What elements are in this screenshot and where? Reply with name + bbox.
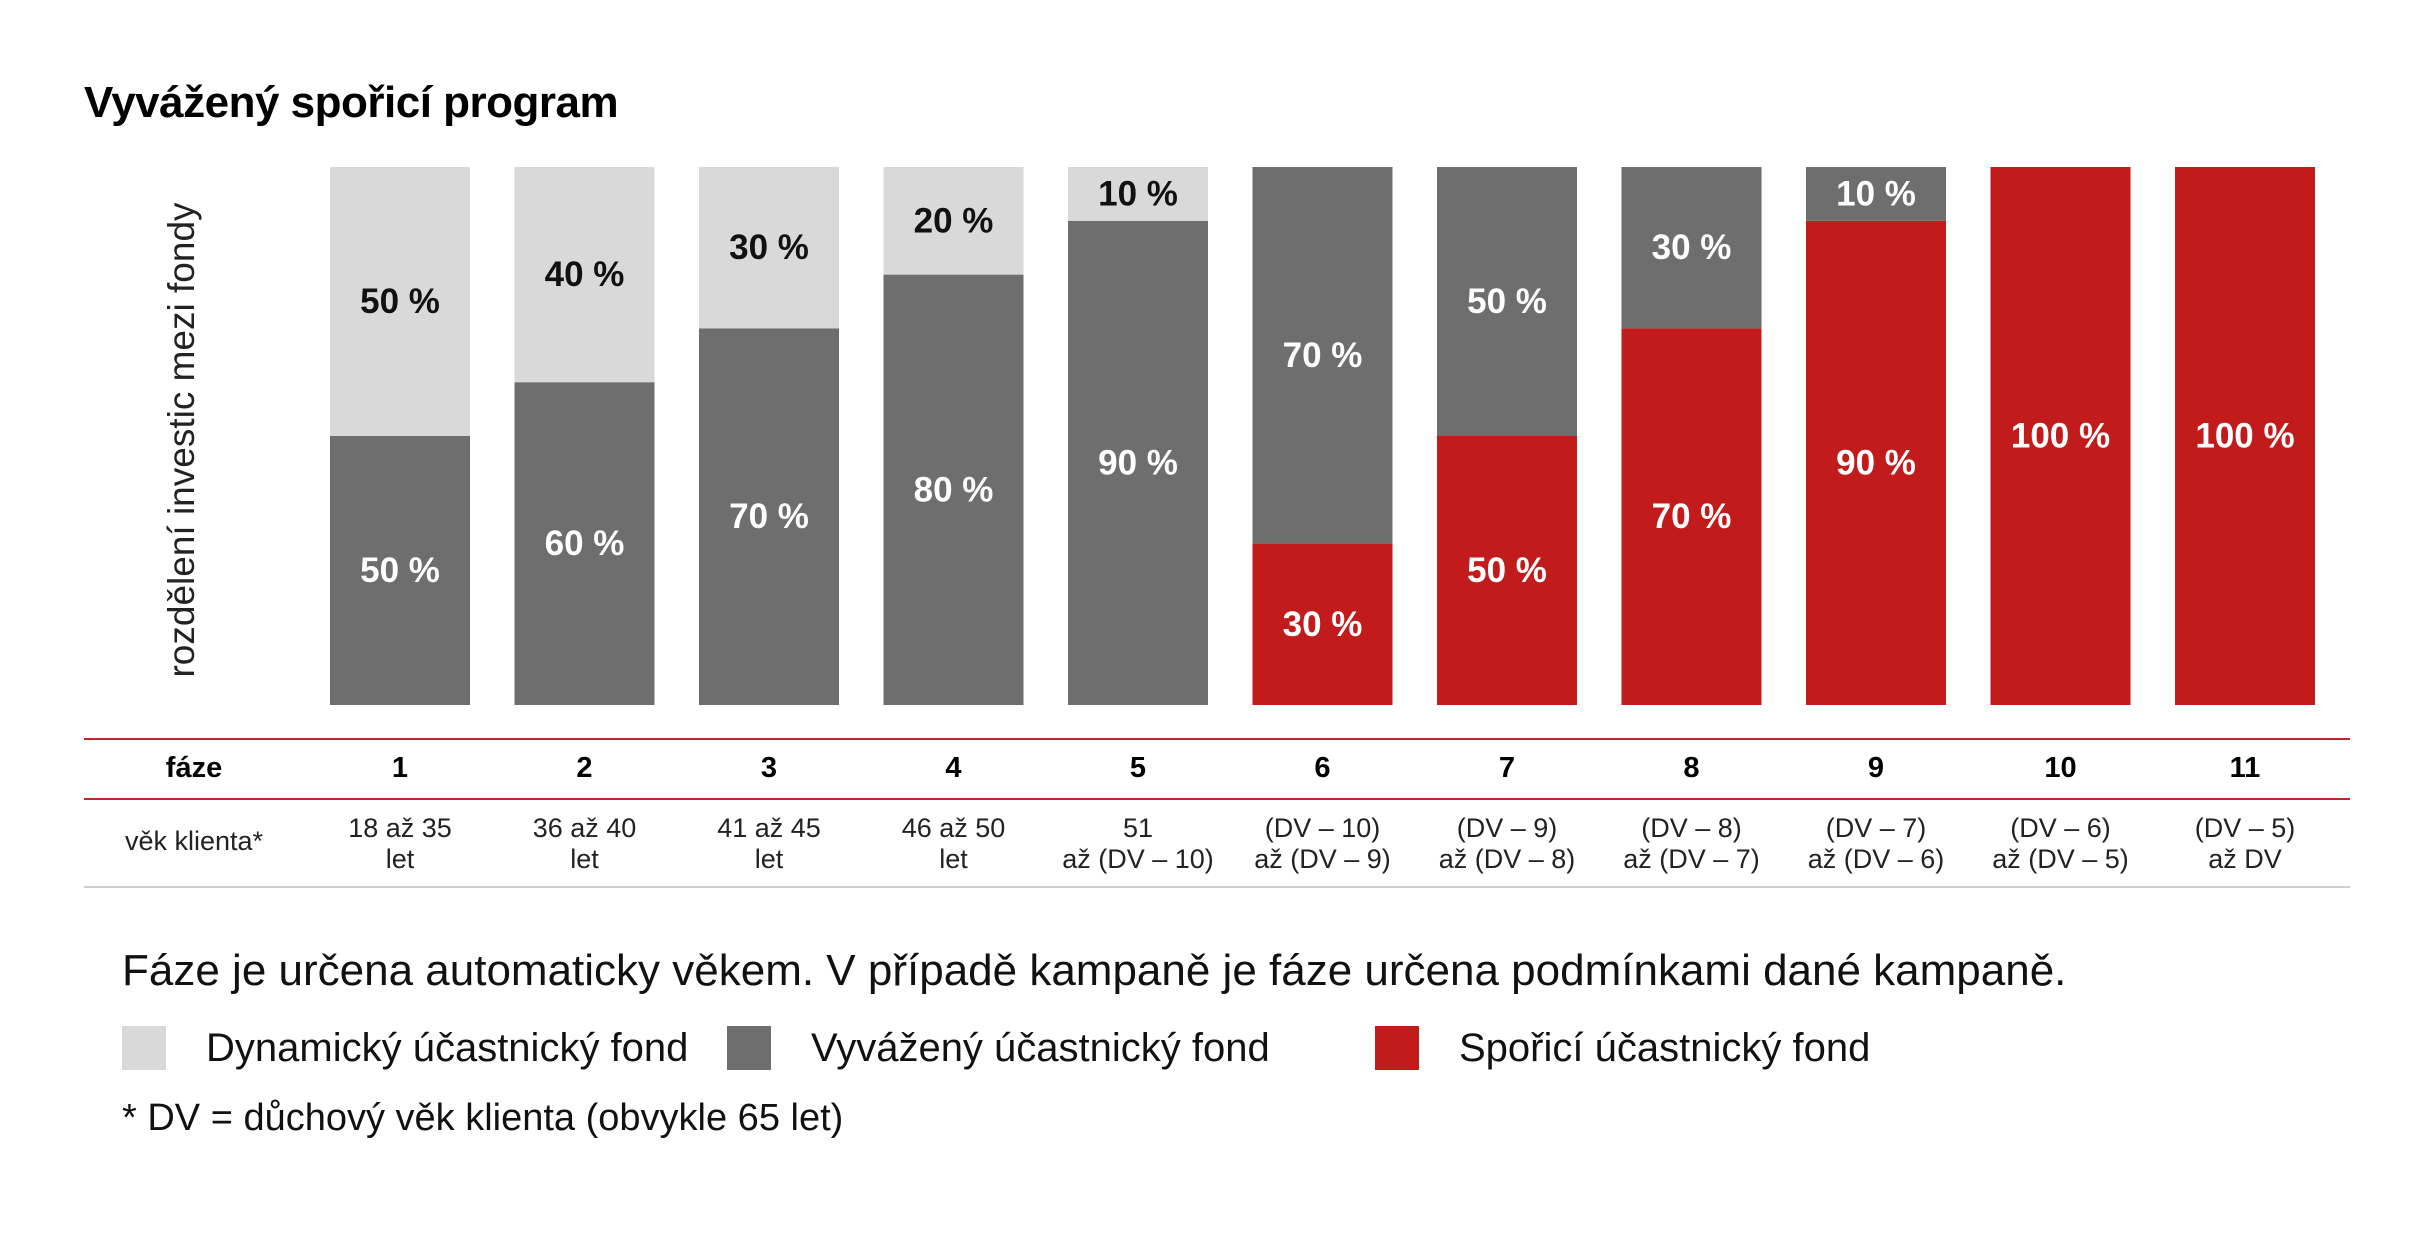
client-age-range: 36 až 40 let xyxy=(532,813,637,874)
bar-segment-saving-phase-7 xyxy=(1437,436,1577,705)
table-middle-rule xyxy=(84,798,2350,800)
legend-label-dynamic: Dynamický účastnický fond xyxy=(206,1025,689,1070)
data-label-balanced-phase-5: 90 % xyxy=(1098,443,1178,482)
bar-segment-balanced-phase-6 xyxy=(1252,167,1393,544)
data-label-balanced-phase-8: 30 % xyxy=(1652,228,1732,267)
bar-segment-balanced-phase-3 xyxy=(699,328,839,705)
client-age-range: 46 až 50 let xyxy=(901,813,1006,874)
data-label-balanced-phase-2: 60 % xyxy=(545,524,625,563)
data-label-saving-phase-10: 100 % xyxy=(2011,417,2110,456)
phase-number: 11 xyxy=(2229,752,2261,784)
bar-segment-dynamic-phase-3 xyxy=(699,167,839,329)
data-label-saving-phase-8: 70 % xyxy=(1652,497,1732,536)
phase-number: 5 xyxy=(1129,752,1147,784)
phase-number: 10 xyxy=(2044,752,2077,784)
bar-segment-dynamic-phase-1 xyxy=(330,167,470,436)
data-label-balanced-phase-1: 50 % xyxy=(360,551,440,590)
client-age-range: 41 až 45 let xyxy=(717,813,821,874)
footnote: * DV = důchový věk klienta (obvykle 65 l… xyxy=(122,1097,844,1139)
legend-item-balanced: Vyvážený účastnický fond xyxy=(727,1026,1270,1070)
client-age-range: (DV – 7) až (DV – 6) xyxy=(1807,813,1945,874)
phase-header: fáze xyxy=(165,752,223,784)
phase-number: 8 xyxy=(1683,752,1700,784)
data-label-dynamic-phase-3: 30 % xyxy=(729,228,809,267)
bar-segment-balanced-phase-1 xyxy=(330,436,470,705)
client-age-range: (DV – 8) až (DV – 7) xyxy=(1623,813,1760,874)
data-label-saving-phase-9: 90 % xyxy=(1836,443,1916,482)
client-age-range: (DV – 10) až (DV – 9) xyxy=(1254,813,1391,874)
phase-number: 7 xyxy=(1498,752,1516,784)
bar-segment-balanced-phase-7 xyxy=(1437,167,1577,436)
client-age-range: 18 až 35 let xyxy=(348,813,452,874)
client-age-range: 51 až (DV – 10) xyxy=(1062,813,1214,874)
phase-number: 4 xyxy=(945,752,962,784)
legend-swatch-balanced xyxy=(727,1026,771,1070)
phase-number: 9 xyxy=(1867,752,1885,784)
data-label-dynamic-phase-2: 40 % xyxy=(545,255,625,294)
legend-label-saving: Spořicí účastnický fond xyxy=(1459,1025,1871,1070)
bar-segment-dynamic-phase-2 xyxy=(514,167,655,383)
legend-item-dynamic: Dynamický účastnický fond xyxy=(122,1026,688,1070)
legend-swatch-saving xyxy=(1375,1026,1419,1070)
data-label-balanced-phase-7: 50 % xyxy=(1467,282,1547,321)
stacked-bar-chart: 50 % 50 % 60 % 40 % 70 % 30 % 80 % 20 % 90 % 10 %… xyxy=(330,167,2315,706)
bar-segment-dynamic-phase-4 xyxy=(883,167,1024,275)
data-label-balanced-phase-6: 70 % xyxy=(1283,336,1363,375)
bar-segment-balanced-phase-4 xyxy=(883,274,1024,705)
bar-segment-balanced-phase-9 xyxy=(1806,167,1946,221)
bar-segment-saving-phase-9 xyxy=(1806,220,1946,706)
legend-label-balanced: Vyvážený účastnický fond xyxy=(811,1025,1270,1070)
bar-segment-saving-phase-6 xyxy=(1252,543,1393,705)
bar-segment-saving-phase-10 xyxy=(1990,167,2131,705)
chart-title: Vyvážený spořicí program xyxy=(84,78,619,127)
data-label-balanced-phase-9: 10 % xyxy=(1836,174,1916,213)
age-header: věk klienta* xyxy=(124,826,264,856)
bar-segment-saving-phase-11 xyxy=(2175,167,2315,705)
explanatory-note: Fáze je určena automaticky věkem. V příp… xyxy=(122,946,2067,995)
client-age-range: (DV – 5) až DV xyxy=(2194,813,2296,874)
legend-item-saving: Spořicí účastnický fond xyxy=(1375,1026,1870,1070)
data-label-dynamic-phase-5: 10 % xyxy=(1098,174,1178,213)
phase-number: 3 xyxy=(760,752,778,784)
bar-segment-balanced-phase-5 xyxy=(1068,220,1208,706)
bar-segment-saving-phase-8 xyxy=(1621,328,1762,705)
data-label-balanced-phase-3: 70 % xyxy=(729,497,809,536)
data-label-dynamic-phase-1: 50 % xyxy=(360,282,440,321)
data-label-balanced-phase-4: 80 % xyxy=(914,470,994,509)
bar-segment-balanced-phase-2 xyxy=(514,382,655,705)
bar-segment-dynamic-phase-5 xyxy=(1068,167,1208,221)
legend-swatch-dynamic xyxy=(122,1026,166,1070)
table-bottom-rule xyxy=(84,886,2350,888)
bar-segment-balanced-phase-8 xyxy=(1621,167,1762,329)
phase-number: 6 xyxy=(1314,752,1331,784)
client-age-range: (DV – 9) až (DV – 8) xyxy=(1438,813,1576,874)
data-label-dynamic-phase-4: 20 % xyxy=(914,201,994,240)
client-age-range: (DV – 6) až (DV – 5) xyxy=(1992,813,2129,874)
phase-number: 1 xyxy=(391,752,409,784)
data-label-saving-phase-7: 50 % xyxy=(1467,551,1547,590)
table-top-rule xyxy=(84,738,2350,740)
data-label-saving-phase-11: 100 % xyxy=(2195,417,2294,456)
phase-number: 2 xyxy=(576,752,593,784)
data-label-saving-phase-6: 30 % xyxy=(1283,605,1363,644)
